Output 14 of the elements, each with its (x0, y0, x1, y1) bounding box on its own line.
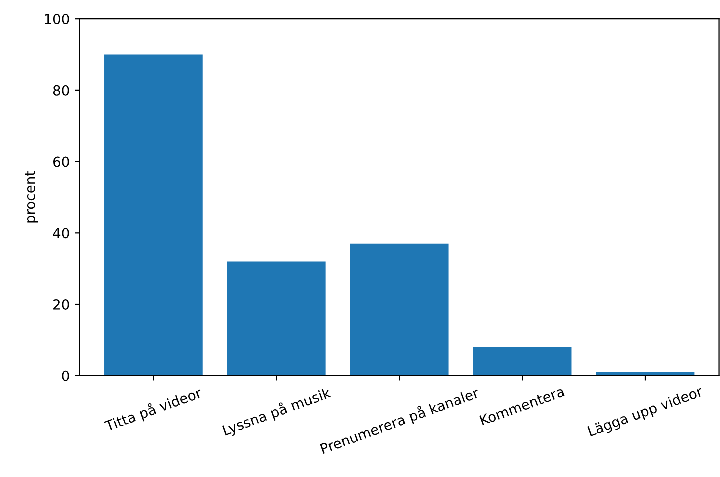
bar (227, 262, 326, 376)
y-tick-label: 0 (62, 370, 70, 382)
y-tick-label: 40 (53, 228, 70, 239)
x-tick-label: Lyssna på musik (222, 386, 333, 438)
y-tick-label: 60 (53, 156, 70, 168)
bar (104, 54, 203, 376)
x-tick-label: Titta på videor (104, 386, 204, 434)
bar (350, 244, 449, 376)
y-tick-label: 80 (53, 85, 70, 96)
bar (473, 347, 572, 376)
y-axis-title: procent (25, 171, 38, 223)
y-tick-label: 20 (54, 299, 70, 310)
y-tick-label: 100 (45, 14, 70, 25)
x-tick-label: Lägga upp videor (587, 386, 705, 440)
